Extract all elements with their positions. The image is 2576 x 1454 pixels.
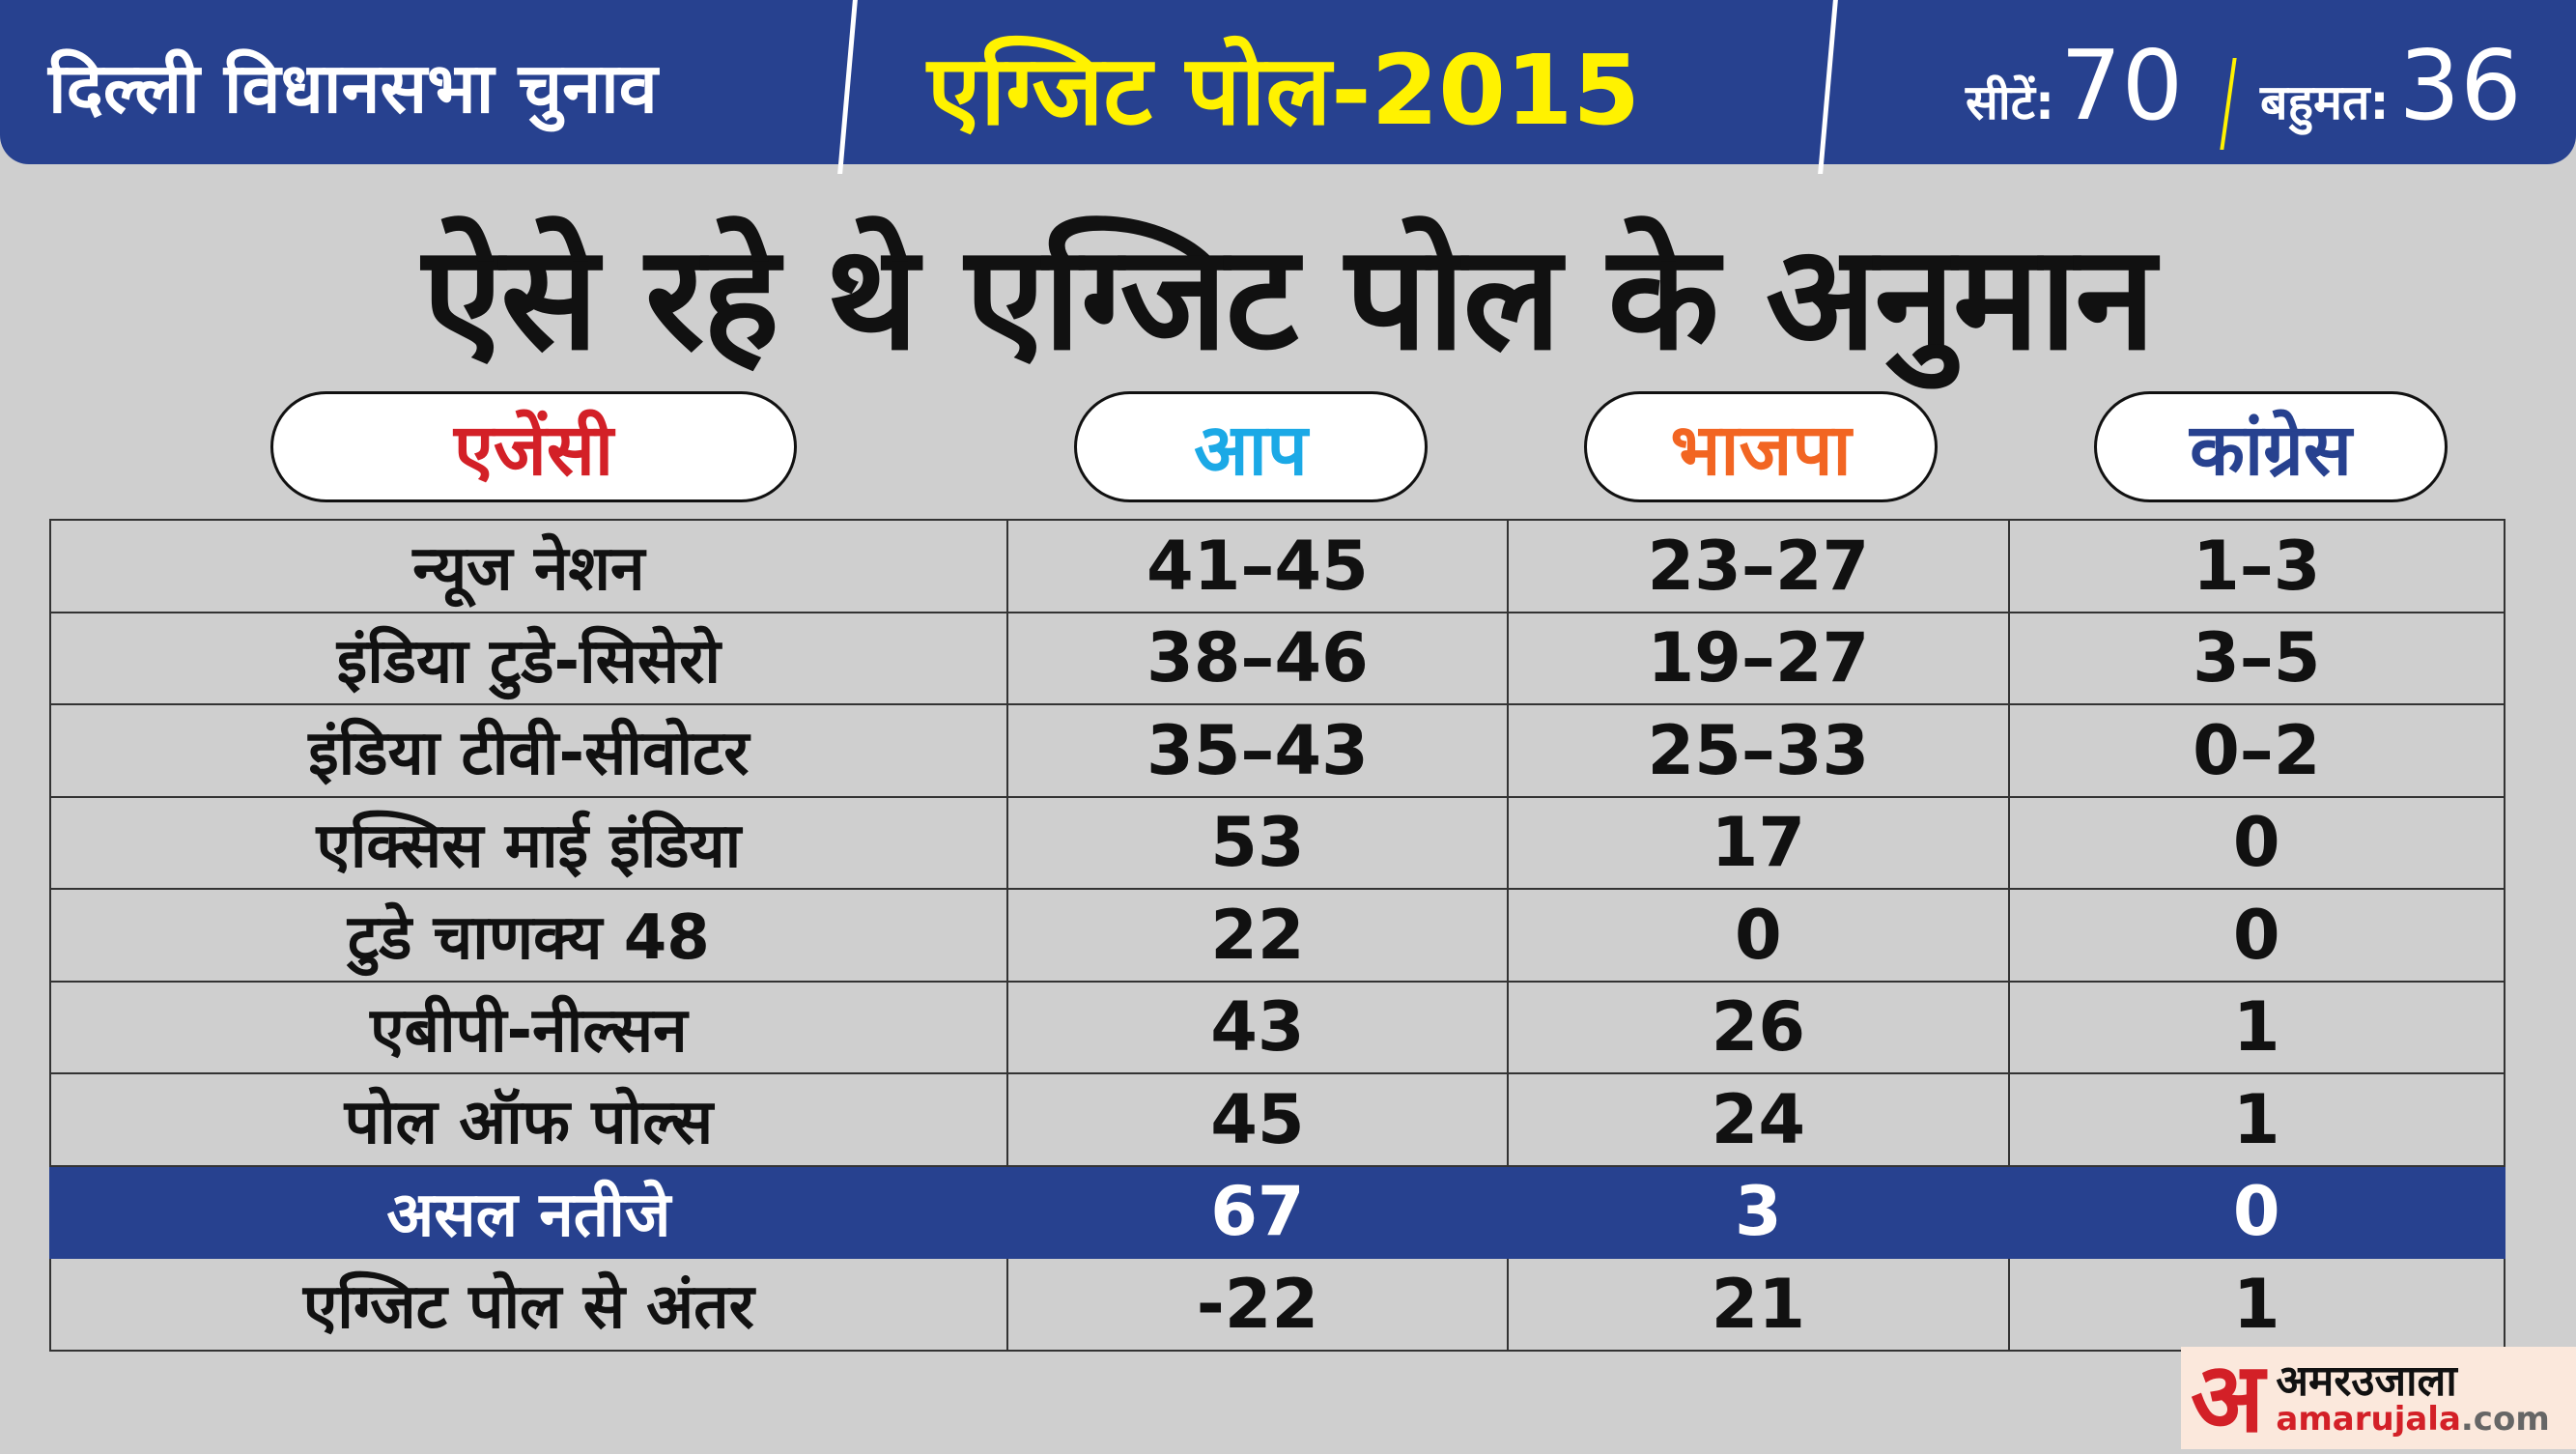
agency-cell: असल नतीजे	[49, 1164, 1008, 1259]
bjp-cell: 23–27	[1507, 519, 2010, 613]
header-bar: दिल्ली विधानसभा चुनाव एग्जिट पोल-2015 सी…	[0, 0, 2576, 174]
aap-cell: 41–45	[1005, 519, 1510, 613]
aap-cell: 45	[1005, 1072, 1510, 1167]
table-row: न्यूज नेशन 41–45 23–27 1–3	[49, 519, 2506, 613]
agency-cell: इंडिया टुडे-सिसेरो	[49, 611, 1008, 705]
logo-domain-main: amarujala	[2276, 1400, 2461, 1439]
table-row: पोल ऑफ पोल्स 45 24 1	[49, 1072, 2506, 1167]
logo-domain: amarujala.com	[2276, 1403, 2549, 1436]
logo-hindi: अमरउजाला	[2276, 1356, 2457, 1406]
majority-value: 36	[2398, 29, 2522, 142]
congress-cell: 1	[2007, 980, 2506, 1074]
bjp-cell: 24	[1507, 1072, 2010, 1167]
aap-cell: 53	[1005, 795, 1510, 890]
agency-cell: टुडे चाणक्य 48	[49, 888, 1008, 983]
table-row: एक्सिस माई इंडिया 53 17 0	[49, 795, 2506, 890]
logo-domain-tld: .com	[2460, 1400, 2550, 1439]
bjp-cell: 26	[1507, 980, 2010, 1074]
bjp-cell: 0	[1507, 888, 2010, 983]
agency-cell: पोल ऑफ पोल्स	[49, 1072, 1008, 1167]
table-row: इंडिया टुडे-सिसेरो 38–46 19–27 3–5	[49, 611, 2506, 705]
congress-cell: 0–2	[2007, 703, 2506, 798]
congress-cell: 1	[2007, 1072, 2506, 1167]
agency-cell: न्यूज नेशन	[49, 519, 1008, 613]
header-divider	[837, 0, 858, 174]
bjp-cell: 3	[1507, 1164, 2010, 1259]
aap-cell: -22	[1005, 1257, 1510, 1352]
aap-cell: 67	[1005, 1164, 1510, 1259]
seats-divider	[2220, 58, 2237, 150]
aap-cell: 35–43	[1005, 703, 1510, 798]
column-header-agency: एजेंसी	[270, 391, 797, 502]
seats-value: 70	[2059, 29, 2184, 142]
table-row: टुडे चाणक्य 48 22 0 0	[49, 888, 2506, 983]
majority-label: बहुमत:	[2260, 74, 2390, 130]
agency-cell: एग्जिट पोल से अंतर	[49, 1257, 1008, 1352]
congress-cell: 3–5	[2007, 611, 2506, 705]
congress-cell: 0	[2007, 1164, 2506, 1259]
table-row: एग्जिट पोल से अंतर -22 21 1	[49, 1257, 2506, 1352]
aap-cell: 43	[1005, 980, 1510, 1074]
column-header-congress: कांग्रेस	[2094, 391, 2448, 502]
logo-mark: अ	[2191, 1341, 2265, 1454]
actual-results-row: असल नतीजे 67 3 0	[49, 1164, 2506, 1259]
amarujala-logo: अ अमरउजाला amarujala.com	[2181, 1347, 2576, 1449]
exit-poll-table: न्यूज नेशन 41–45 23–27 1–3 इंडिया टुडे-सिसेर…	[49, 519, 2506, 1352]
agency-cell: इंडिया टीवी-सीवोटर	[49, 703, 1008, 798]
bjp-cell: 17	[1507, 795, 2010, 890]
congress-cell: 0	[2007, 888, 2506, 983]
agency-cell: एबीपी-नील्सन	[49, 980, 1008, 1074]
header-divider	[1818, 0, 1838, 174]
congress-cell: 0	[2007, 795, 2506, 890]
header-left-title: दिल्ली विधानसभा चुनाव	[48, 47, 658, 128]
column-header-bjp: भाजपा	[1584, 391, 1938, 502]
aap-cell: 22	[1005, 888, 1510, 983]
congress-cell: 1–3	[2007, 519, 2506, 613]
bjp-cell: 21	[1507, 1257, 2010, 1352]
aap-cell: 38–46	[1005, 611, 1510, 705]
agency-cell: एक्सिस माई इंडिया	[49, 795, 1008, 890]
table-row: इंडिया टीवी-सीवोटर 35–43 25–33 0–2	[49, 703, 2506, 798]
header-center-title: एग्जिट पोल-2015	[927, 34, 1640, 147]
congress-cell: 1	[2007, 1257, 2506, 1352]
seats-label: सीटें:	[1966, 74, 2054, 130]
page-title: ऐसे रहे थे एग्जिट पोल के अनुमान	[422, 214, 2155, 383]
bjp-cell: 19–27	[1507, 611, 2010, 705]
majority-info: बहुमत: 36	[2260, 29, 2522, 142]
bjp-cell: 25–33	[1507, 703, 2010, 798]
seats-info: सीटें: 70	[1966, 29, 2183, 142]
column-header-aap: आप	[1074, 391, 1428, 502]
table-row: एबीपी-नील्सन 43 26 1	[49, 980, 2506, 1074]
